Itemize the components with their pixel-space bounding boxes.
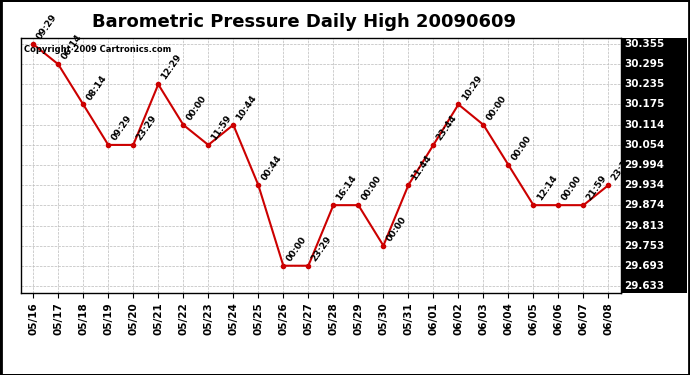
Text: 09:29: 09:29 [34,13,59,41]
Text: 11:44: 11:44 [410,153,434,182]
Text: 09:29: 09:29 [110,113,133,142]
Text: 30.054: 30.054 [624,140,664,150]
Text: 29.934: 29.934 [624,180,664,190]
Text: 29.633: 29.633 [624,281,664,291]
Text: 10:29: 10:29 [460,73,484,102]
Text: 00:00: 00:00 [359,174,383,202]
Text: 23:14: 23:14 [610,154,633,182]
Text: 29.753: 29.753 [624,241,664,250]
Text: 10:44: 10:44 [235,93,259,122]
Text: 29.693: 29.693 [624,261,664,271]
Text: 12:29: 12:29 [159,53,184,82]
Text: 30.114: 30.114 [624,120,664,130]
Text: 21:59: 21:59 [585,174,609,202]
Text: 00:00: 00:00 [385,214,408,243]
Text: 30.175: 30.175 [624,99,664,109]
Text: 00:00: 00:00 [510,134,533,162]
Text: 23:44: 23:44 [435,113,459,142]
Text: 16:14: 16:14 [335,174,359,202]
Text: 23:29: 23:29 [310,234,333,263]
Text: 00:00: 00:00 [485,94,509,122]
Text: 29.874: 29.874 [624,200,664,210]
Text: 00:44: 00:44 [259,154,284,182]
Text: Barometric Pressure Daily High 20090609: Barometric Pressure Daily High 20090609 [92,13,515,31]
Text: 11:59: 11:59 [210,113,233,142]
Text: 00:00: 00:00 [185,94,208,122]
Text: 30.295: 30.295 [624,59,664,69]
Text: 06:14: 06:14 [59,33,83,62]
Text: Copyright 2009 Cartronics.com: Copyright 2009 Cartronics.com [23,45,171,54]
Text: 08:14: 08:14 [85,73,108,102]
Text: 12:14: 12:14 [535,174,559,202]
Text: 00:00: 00:00 [560,174,583,202]
Text: 30.235: 30.235 [624,80,664,89]
Text: 30.355: 30.355 [624,39,664,49]
Text: 00:00: 00:00 [285,235,308,263]
Text: 29.994: 29.994 [624,160,664,170]
Text: 23:29: 23:29 [135,113,159,142]
Text: 29.813: 29.813 [624,220,664,231]
